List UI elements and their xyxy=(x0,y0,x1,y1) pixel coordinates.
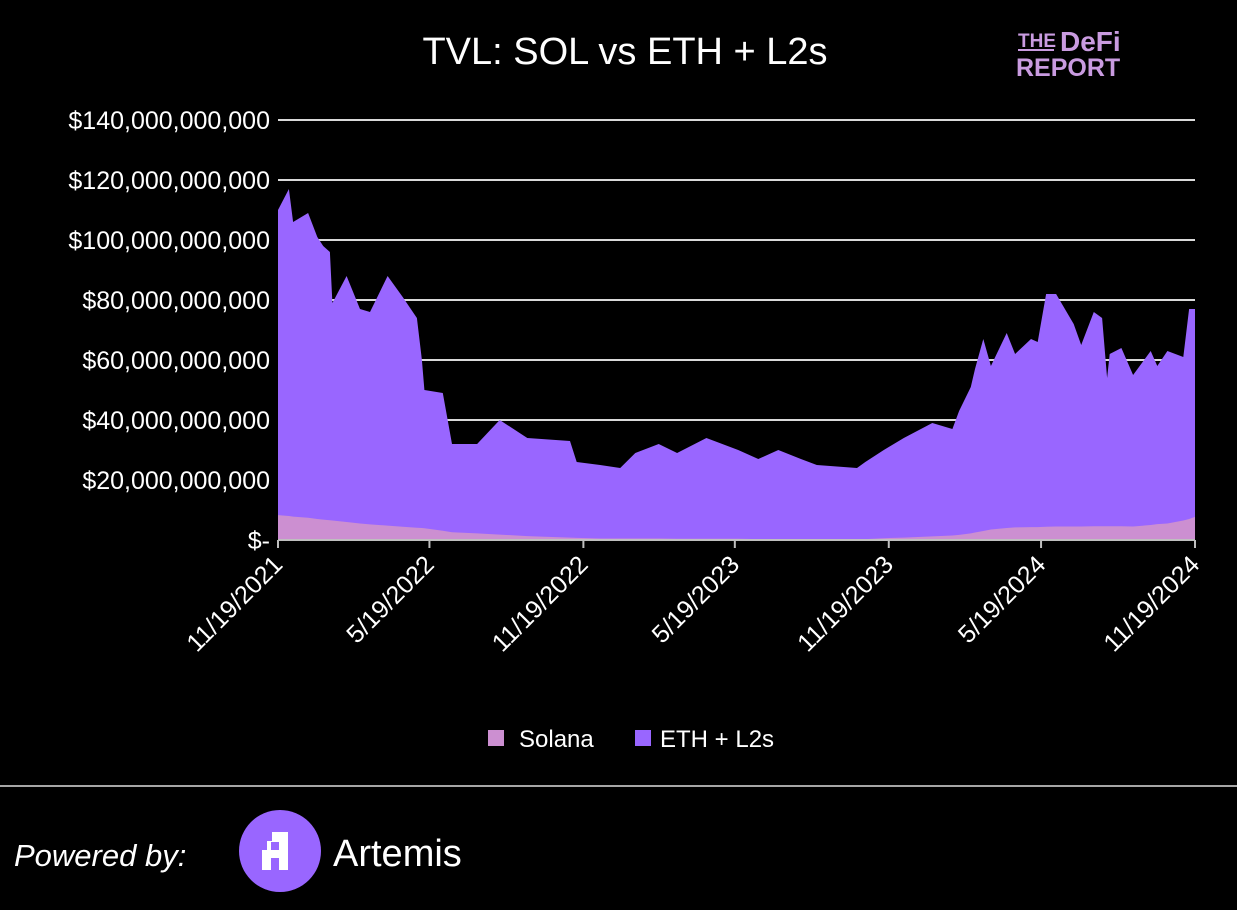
legend-swatch-eth-l2s xyxy=(635,730,651,746)
logo-report: REPORT xyxy=(1016,54,1120,82)
defi-report-logo: THE DeFi REPORT xyxy=(1016,26,1121,82)
x-axis xyxy=(277,539,1196,548)
artemis-logo-icon xyxy=(239,810,321,892)
x-tick-label: 11/19/2021 xyxy=(181,550,288,657)
x-tick-label: 5/19/2024 xyxy=(953,550,1052,649)
logo-defi: DeFi xyxy=(1060,26,1121,57)
y-tick-label: $100,000,000,000 xyxy=(68,227,270,255)
x-tick-labels: 11/19/2021 5/19/2022 11/19/2022 5/19/2023 11… xyxy=(181,550,1205,657)
y-tick-labels: $- $20,000,000,000 $40,000,000,000 $60,000,… xyxy=(68,107,270,555)
y-tick-label: $40,000,000,000 xyxy=(82,407,270,435)
x-tick-label: 11/19/2022 xyxy=(487,550,594,657)
legend-swatch-solana xyxy=(488,730,504,746)
x-tick-label: 11/19/2024 xyxy=(1098,550,1205,657)
logo-the: THE xyxy=(1018,31,1056,52)
x-tick-label: 5/19/2023 xyxy=(647,550,745,648)
y-tick-label: $120,000,000,000 xyxy=(68,167,270,195)
series-area-solana xyxy=(278,515,1195,540)
x-tick-label: 11/19/2023 xyxy=(792,550,899,657)
legend: Solana ETH + L2s xyxy=(488,726,774,753)
y-tick-label: $60,000,000,000 xyxy=(82,347,270,375)
x-tick-label: 5/19/2022 xyxy=(341,550,439,648)
artemis-brand-name: Artemis xyxy=(333,833,462,875)
legend-label-eth-l2s: ETH + L2s xyxy=(660,726,774,753)
chart-title: TVL: SOL vs ETH + L2s xyxy=(422,31,827,73)
y-tick-label: $- xyxy=(248,527,270,555)
legend-label-solana: Solana xyxy=(519,726,594,753)
powered-by-label: Powered by: xyxy=(14,838,186,873)
y-tick-label: $140,000,000,000 xyxy=(68,107,270,135)
plot-areas xyxy=(278,189,1195,540)
series-area-eth-l2s xyxy=(278,189,1195,540)
y-tick-label: $20,000,000,000 xyxy=(82,467,270,495)
y-tick-label: $80,000,000,000 xyxy=(82,287,270,315)
